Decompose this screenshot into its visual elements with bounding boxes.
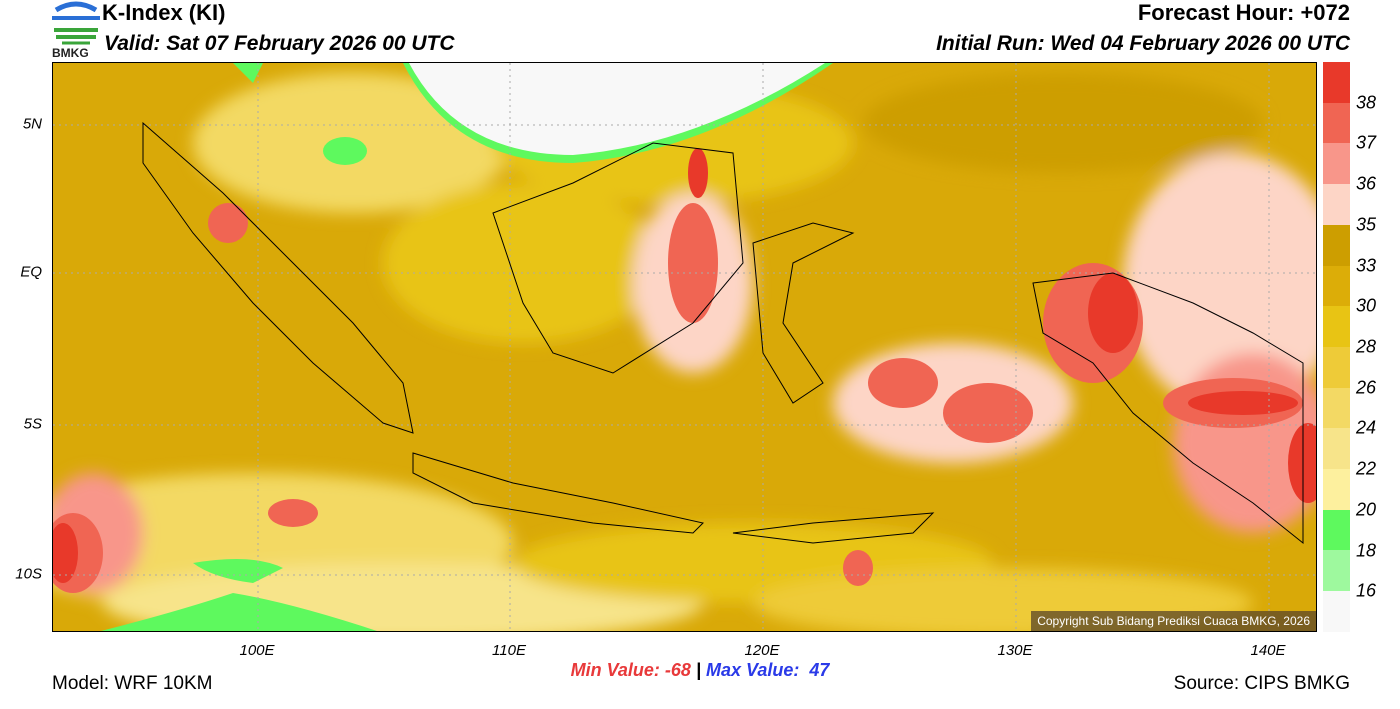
lon-tick-120e: 120E bbox=[744, 642, 780, 659]
lon-tick-130e: 130E bbox=[997, 642, 1033, 659]
logo-text: BMKG bbox=[52, 46, 89, 60]
colorbar-label: 38 bbox=[1356, 92, 1377, 113]
valid-time: Valid: Sat 07 February 2026 00 UTC bbox=[104, 32, 455, 55]
min-value: Min Value: -68 bbox=[570, 660, 691, 680]
colorbar-bin bbox=[1323, 346, 1350, 388]
colorbar-label: 16 bbox=[1356, 580, 1377, 601]
min-max-values: Min Value: -68 | Max Value: 47 bbox=[0, 660, 1400, 681]
colorbar-bin bbox=[1323, 224, 1350, 266]
lon-tick-110e: 110E bbox=[492, 642, 526, 659]
colorbar-bin bbox=[1323, 428, 1350, 470]
model-label: Model: WRF 10KM bbox=[52, 673, 213, 694]
colorbar-bin bbox=[1323, 143, 1350, 185]
colorbar-bin bbox=[1323, 265, 1350, 307]
lat-tick-5s: 5S bbox=[23, 415, 42, 433]
colorbar-label: 35 bbox=[1356, 214, 1377, 235]
colorbar-label: 30 bbox=[1356, 295, 1377, 316]
forecast-hour: Forecast Hour: +072 bbox=[1137, 0, 1350, 25]
colorbar-label: 20 bbox=[1356, 499, 1377, 520]
lon-tick-100e: 100E bbox=[239, 642, 275, 659]
colorbar-bin bbox=[1323, 306, 1350, 347]
lat-tick-5n: 5N bbox=[22, 115, 42, 133]
colorbar-bin bbox=[1323, 102, 1350, 144]
colorbar-label: 22 bbox=[1356, 458, 1377, 479]
colorbar-label: 33 bbox=[1356, 255, 1377, 276]
bmkg-logo: BMKG bbox=[50, 0, 102, 60]
source-label: Source: CIPS BMKG bbox=[1173, 673, 1350, 694]
k-index-map: Copyright Sub Bidang Prediksi Cuaca BMKG… bbox=[52, 62, 1317, 632]
colorbar-label: 26 bbox=[1356, 377, 1377, 398]
colorbar-bin bbox=[1323, 184, 1350, 225]
initial-run: Initial Run: Wed 04 February 2026 00 UTC bbox=[936, 32, 1350, 55]
colorbar-bin bbox=[1323, 387, 1350, 429]
colorbar-label: 24 bbox=[1356, 417, 1377, 438]
copyright-notice: Copyright Sub Bidang Prediksi Cuaca BMKG… bbox=[1031, 611, 1316, 631]
colorbar-label: 37 bbox=[1356, 132, 1377, 153]
colorbar-bin bbox=[1323, 62, 1350, 103]
colorbar bbox=[1323, 62, 1350, 632]
lat-tick-10s: 10S bbox=[15, 565, 42, 583]
colorbar-bin bbox=[1323, 550, 1350, 592]
max-value: Max Value: 47 bbox=[706, 660, 830, 680]
colorbar-label: 18 bbox=[1356, 540, 1377, 561]
map-title: K-Index (KI) bbox=[102, 0, 226, 25]
lat-tick-eq: EQ bbox=[20, 263, 42, 281]
colorbar-label: 28 bbox=[1356, 336, 1377, 357]
colorbar-label: 36 bbox=[1356, 173, 1377, 194]
lon-tick-140e: 140E bbox=[1250, 642, 1286, 659]
map-field bbox=[53, 63, 1316, 631]
colorbar-bin bbox=[1323, 469, 1350, 510]
colorbar-bin bbox=[1323, 509, 1350, 551]
colorbar-bin bbox=[1323, 591, 1350, 632]
separator: | bbox=[695, 660, 701, 680]
